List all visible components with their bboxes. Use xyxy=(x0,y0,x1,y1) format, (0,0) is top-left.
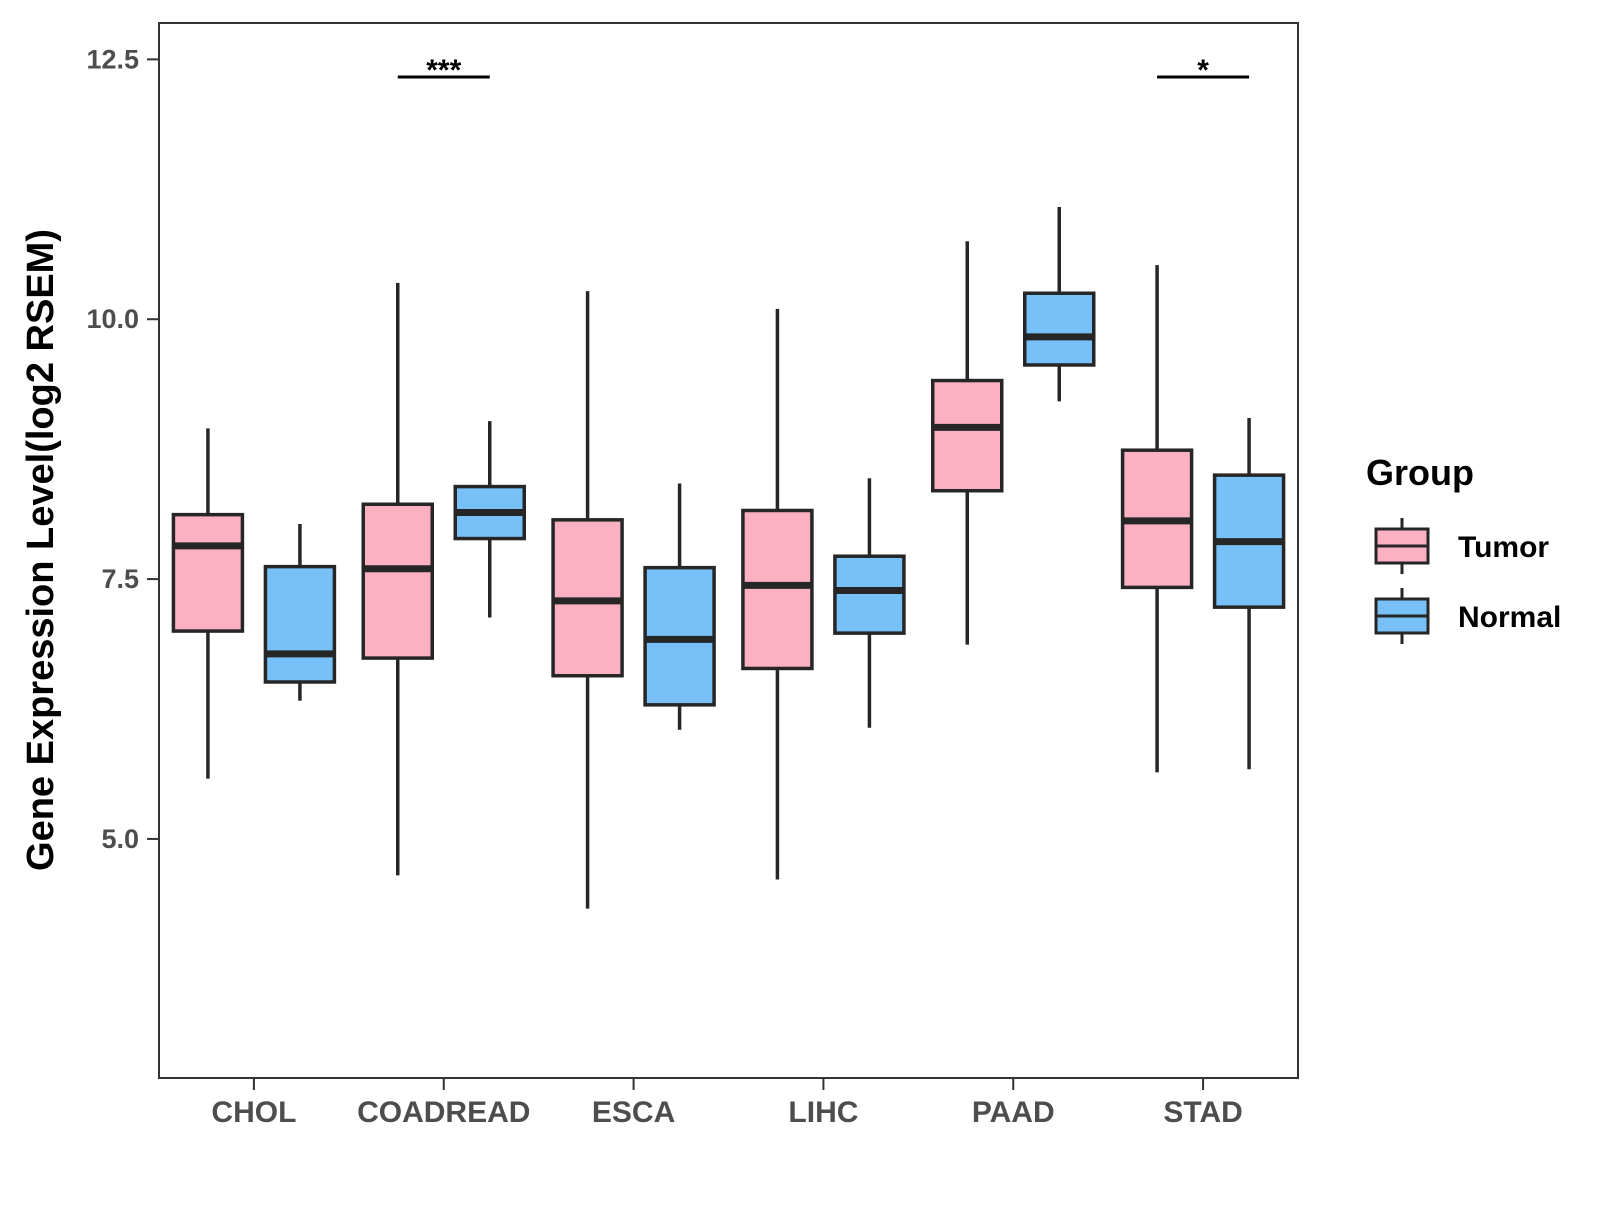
significance-label: * xyxy=(1197,54,1209,87)
box-normal-paad xyxy=(1023,206,1096,402)
y-tick-label: 12.5 xyxy=(86,44,139,74)
x-tick-label: LIHC xyxy=(788,1096,858,1129)
y-tick-label: 7.5 xyxy=(101,564,139,594)
box-normal-stad xyxy=(1212,417,1286,770)
box-tumor-paad xyxy=(931,241,1004,645)
box-tumor-lihc xyxy=(741,308,814,880)
x-tick-label: ESCA xyxy=(592,1096,675,1129)
box-normal-lihc xyxy=(833,478,906,728)
plot-panel xyxy=(158,22,1299,1079)
box-body xyxy=(931,378,1004,493)
legend-label: Tumor xyxy=(1458,531,1549,564)
box-normal-esca xyxy=(643,483,716,730)
box-tumor-stad xyxy=(1120,265,1194,773)
box-body xyxy=(741,508,814,671)
y-tick-label: 10.0 xyxy=(86,304,139,334)
legend-label: Normal xyxy=(1458,601,1561,634)
box-tumor-esca xyxy=(551,291,624,909)
legend-item-tumor: Tumor xyxy=(1374,518,1549,574)
x-tick-label: STAD xyxy=(1163,1096,1242,1129)
significance-label: *** xyxy=(426,54,461,87)
legend-title: Group xyxy=(1366,452,1474,493)
box-body xyxy=(171,512,245,633)
x-tick-label: PAAD xyxy=(972,1096,1055,1129)
x-tick-label: COADREAD xyxy=(357,1096,530,1129)
box-body xyxy=(1023,291,1096,367)
y-axis: 5.0 7.5 10.0 12.5 xyxy=(86,44,159,854)
y-tick-label: 5.0 xyxy=(101,824,139,854)
x-axis: CHOL COADREAD ESCA LIHC PAAD STAD xyxy=(211,1078,1243,1129)
legend: Group Tumor Normal xyxy=(1366,452,1561,644)
box-body xyxy=(263,564,337,684)
box-tumor-coadread xyxy=(361,282,434,876)
box-body xyxy=(833,554,906,635)
box-normal-chol xyxy=(263,523,337,701)
box-normal-coadread xyxy=(453,421,526,618)
significance-annotations: *** * xyxy=(397,54,1250,87)
box-body xyxy=(361,502,434,660)
boxes-layer xyxy=(171,206,1286,909)
x-tick-label: CHOL xyxy=(211,1096,296,1129)
y-axis-title: Gene Expression Level(log2 RSEM) xyxy=(20,229,62,871)
legend-item-normal: Normal xyxy=(1374,588,1561,644)
box-tumor-chol xyxy=(171,428,245,779)
